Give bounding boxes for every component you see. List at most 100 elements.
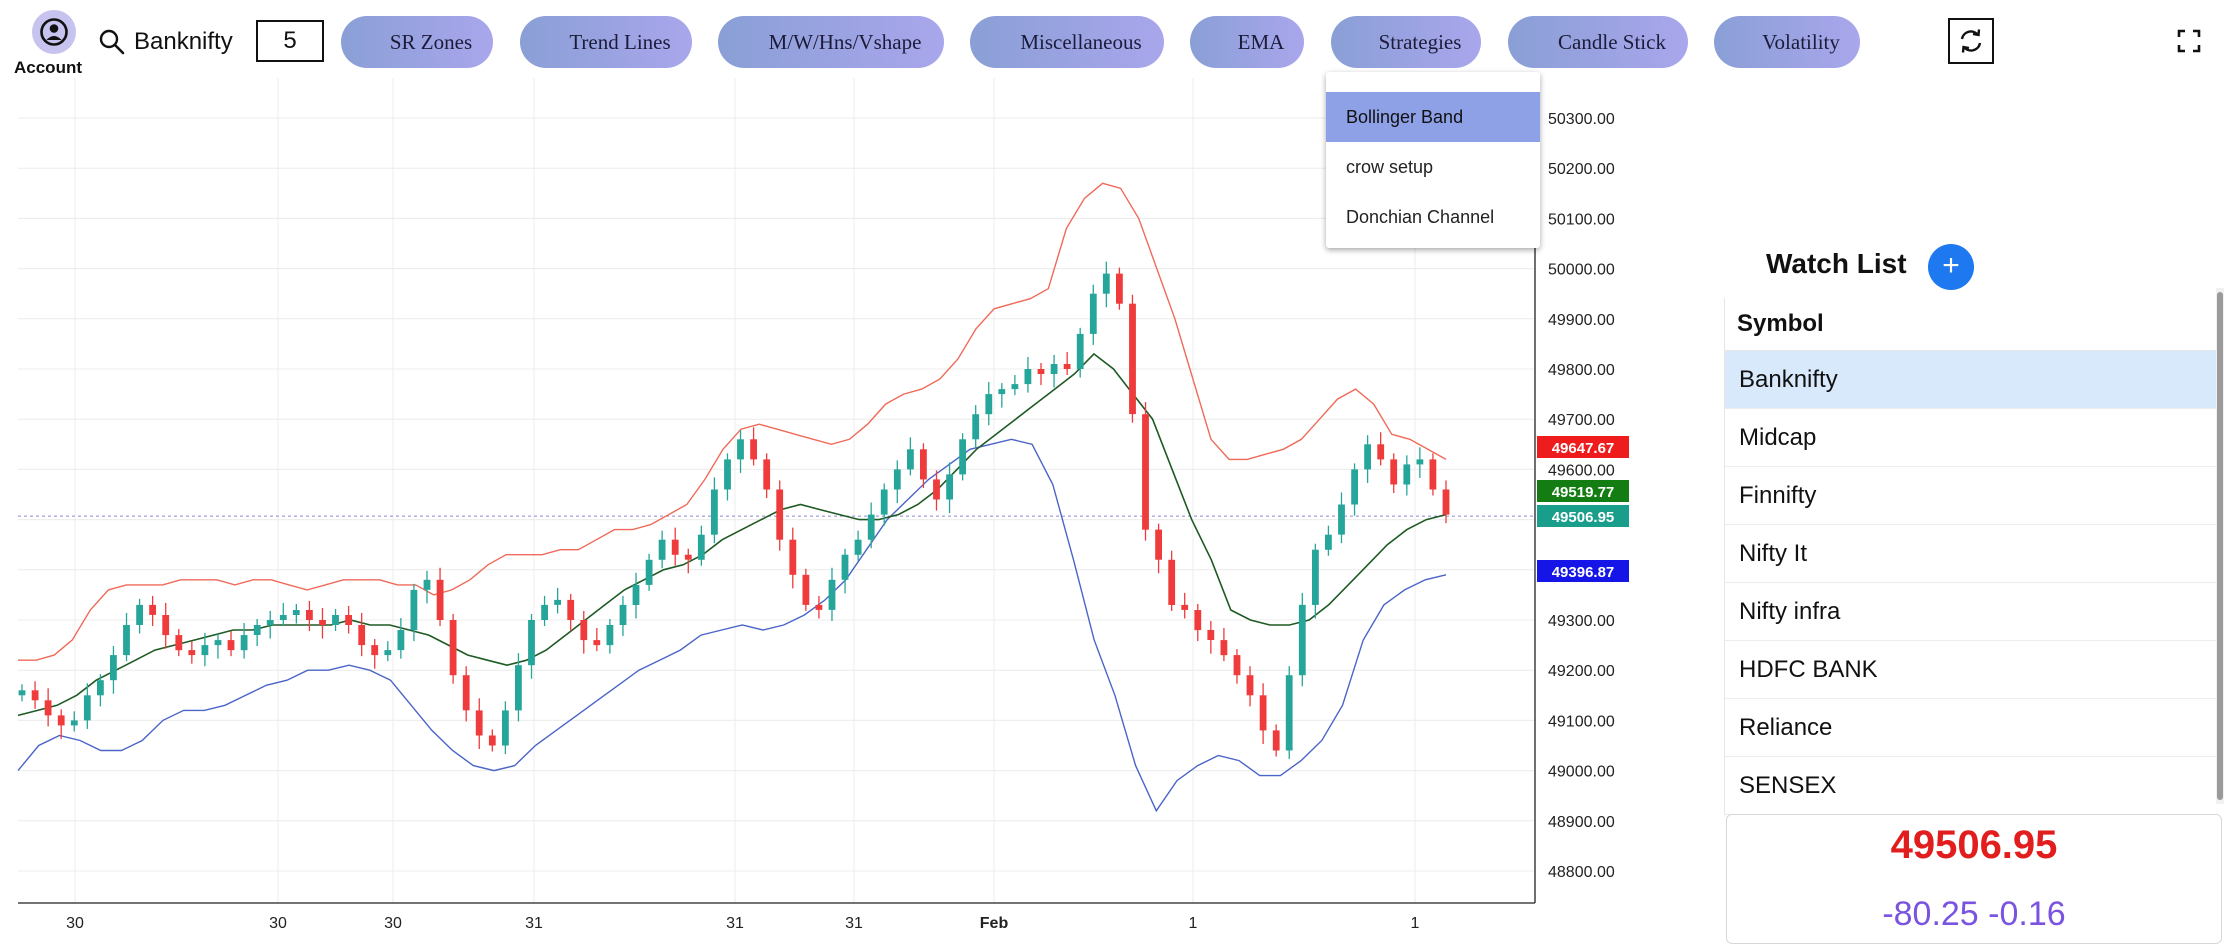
watch-list-item[interactable]: Midcap: [1725, 409, 2217, 467]
menu-sr-zones[interactable]: SR Zones: [341, 16, 493, 68]
watch-list-scrollbar[interactable]: [2216, 288, 2224, 804]
candle-body: [541, 604, 548, 620]
y-tick-label: 49800.00: [1548, 362, 1615, 379]
candle-body: [1233, 655, 1241, 676]
candle-body: [1076, 333, 1084, 369]
price-label-badge: [1537, 436, 1629, 458]
refresh-button[interactable]: [1948, 18, 1994, 64]
price-label-text: 49506.95: [1552, 509, 1615, 526]
candle-body: [606, 625, 614, 646]
candle-body: [214, 640, 222, 646]
candle-body: [1142, 414, 1149, 530]
y-tick-label: 49200.00: [1548, 663, 1615, 680]
candle-body: [332, 615, 339, 625]
candle-body: [123, 625, 130, 656]
candle-body: [227, 640, 235, 651]
candle-body: [1207, 630, 1215, 640]
dropdown-item-donchian-channel[interactable]: Donchian Channel: [1346, 207, 1495, 227]
x-tick-label: 30: [269, 915, 287, 932]
candle-body: [841, 554, 849, 580]
candle-body: [449, 620, 457, 676]
candle-body: [462, 675, 470, 711]
candle-body: [985, 394, 993, 415]
candle-body: [671, 539, 679, 555]
candle-body: [1050, 364, 1058, 374]
x-tick-label: 30: [384, 915, 402, 932]
candle-body: [711, 489, 718, 535]
watch-list-item[interactable]: Nifty It: [1725, 525, 2217, 583]
price-label-badge: [1537, 560, 1629, 582]
candle-body: [920, 449, 927, 480]
watch-list-item[interactable]: HDFC BANK: [1725, 641, 2217, 699]
candle-body: [789, 539, 797, 575]
candle-body: [776, 489, 784, 540]
watch-list-item[interactable]: SENSEX: [1725, 757, 2217, 815]
change-percent: -0.16: [1988, 895, 2066, 933]
candle-body: [1024, 369, 1032, 385]
watch-list-item[interactable]: Nifty infra: [1725, 583, 2217, 641]
menu-ema[interactable]: EMA: [1190, 16, 1304, 68]
candle-body: [149, 604, 156, 615]
candle-body: [1442, 489, 1450, 515]
interval-input[interactable]: 5: [256, 20, 324, 62]
watch-list-item[interactable]: Banknifty: [1725, 351, 2217, 409]
menu-trend-lines[interactable]: Trend Lines: [520, 16, 692, 68]
bollinger-lower-band: [17, 438, 1447, 813]
watch-list-title: Watch List: [1766, 248, 1907, 279]
candle-body: [1338, 504, 1345, 535]
candle-body: [684, 554, 692, 560]
candle-body: [737, 439, 744, 460]
candle-body: [266, 620, 274, 625]
y-tick-label: 50300.00: [1548, 111, 1615, 128]
menu-strategies[interactable]: Strategies: [1331, 16, 1481, 68]
candle-body: [188, 650, 196, 656]
menu-volatility[interactable]: Volatility: [1714, 16, 1860, 68]
symbol-search[interactable]: Banknifty: [98, 22, 233, 62]
candle-body: [1259, 695, 1267, 731]
account-label: Account: [14, 58, 82, 77]
last-price: 49506.95: [1890, 823, 2058, 867]
chart-axes: 50300.00 50200.00 50100.00 50000.00 49900.00…: [18, 78, 1629, 932]
scrollbar-thumb[interactable]: [2217, 292, 2223, 800]
account-button[interactable]: Account: [14, 6, 94, 80]
candle-body: [854, 539, 862, 555]
price-chart[interactable]: 50300.00 50200.00 50100.00 50000.00 49900.00…: [0, 78, 1640, 944]
candle-body: [1246, 675, 1254, 696]
watch-list-header: Watch List +: [1724, 240, 2224, 298]
candle-body: [1129, 303, 1136, 415]
menu-m-w-hns-vshape[interactable]: M/W/Hns/Vshape: [718, 16, 944, 68]
candle-body: [201, 645, 209, 656]
search-symbol-text: Banknifty: [134, 28, 233, 55]
fullscreen-icon[interactable]: [2176, 28, 2202, 54]
watch-list-table: Symbol Banknifty Midcap Finnifty Nifty I…: [1724, 298, 2217, 815]
top-toolbar: Account Banknifty 5 SR Zones Trend Lines…: [0, 0, 2228, 80]
watch-list-item[interactable]: Finnifty: [1725, 467, 2217, 525]
candle-body: [632, 584, 640, 605]
candle-body: [998, 389, 1006, 395]
dropdown-item-crow-setup[interactable]: crow setup: [1346, 157, 1434, 177]
bollinger-middle-band: [17, 352, 1447, 717]
price-label-badge: [1537, 480, 1629, 502]
candle-body: [1285, 675, 1293, 751]
menu-candle-stick[interactable]: Candle Stick: [1508, 16, 1688, 68]
candle-body: [750, 439, 757, 460]
add-symbol-button[interactable]: +: [1928, 244, 1974, 290]
watch-list-item[interactable]: Reliance: [1725, 699, 2217, 757]
x-tick-label: 31: [726, 915, 744, 932]
candle-body: [345, 615, 352, 625]
candle-body: [475, 710, 483, 736]
symbol-column-header: Symbol: [1725, 298, 2217, 351]
dropdown-item-bollinger-band[interactable]: Bollinger Band: [1326, 92, 1540, 142]
candle-body: [57, 715, 65, 726]
candle-body: [515, 665, 522, 711]
candle-body: [1220, 640, 1228, 656]
candle-body: [136, 604, 143, 625]
candle-body: [70, 720, 78, 726]
candle-body: [1429, 459, 1437, 490]
candle-body: [410, 589, 418, 631]
candle-body: [1364, 444, 1371, 470]
search-icon: [99, 29, 125, 55]
candle-body: [1102, 273, 1110, 294]
y-tick-label: 49600.00: [1548, 462, 1615, 479]
menu-miscellaneous[interactable]: Miscellaneous: [970, 16, 1164, 68]
